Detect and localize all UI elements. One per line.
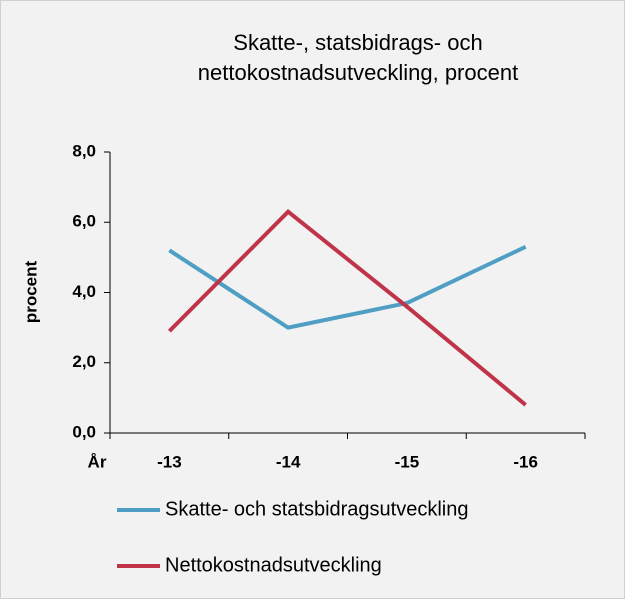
x-axis-title: År — [88, 452, 107, 471]
y-tick-label: 0,0 — [72, 422, 96, 441]
series-line — [167, 209, 527, 407]
series-line — [168, 245, 527, 330]
y-axis-title: procent — [21, 260, 40, 323]
chart-title: Skatte-, statsbidrags- och — [233, 30, 482, 55]
y-tick-label: 4,0 — [72, 282, 96, 301]
legend-label: Nettokostnadsutveckling — [165, 554, 382, 576]
x-tick-label: -14 — [276, 452, 301, 471]
x-tick-label: -15 — [395, 452, 420, 471]
y-tick-label: 6,0 — [72, 212, 96, 231]
x-tick-label: -13 — [157, 452, 182, 471]
chart-title: nettokostnadsutveckling, procent — [198, 60, 518, 85]
x-tick-label: -16 — [513, 452, 538, 471]
y-tick-label: 8,0 — [72, 141, 96, 160]
legend-label: Skatte- och statsbidragsutveckling — [165, 498, 469, 520]
y-tick-label: 2,0 — [72, 352, 96, 371]
